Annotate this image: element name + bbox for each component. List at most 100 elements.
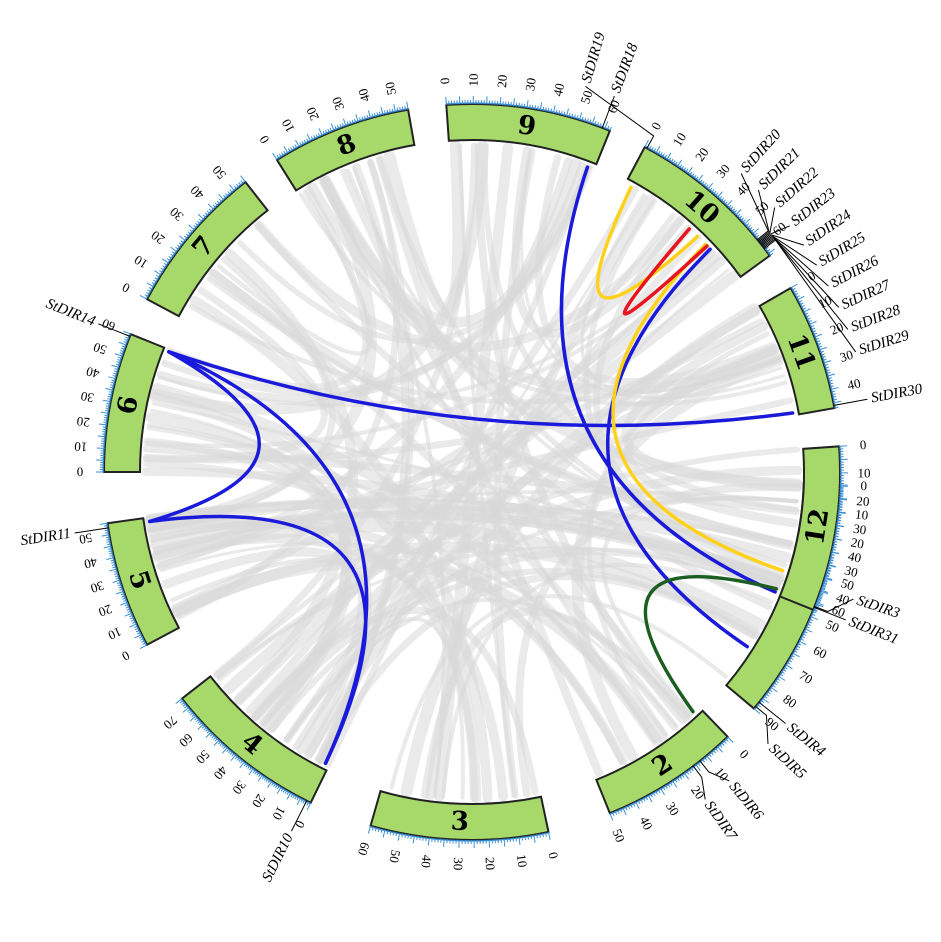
gene-leader-line (761, 235, 817, 266)
tick-mark (769, 252, 774, 257)
tick-label: 40 (355, 87, 373, 104)
tick-label: 10 (857, 465, 870, 480)
tick-label: 40 (85, 364, 101, 382)
chromosome-ticks: 0 10 20 30 40 50 (78, 522, 148, 664)
tick-label: 30 (329, 95, 348, 112)
gene-leader-line (762, 237, 840, 308)
tick-label: 20 (850, 535, 866, 552)
tick-label: 40 (637, 814, 656, 832)
background-link (298, 192, 788, 407)
synteny-link (622, 227, 709, 316)
chromosome-box (778, 445, 841, 612)
tick-label: 60 (811, 642, 829, 661)
background-link (623, 345, 799, 528)
tick-label: 80 (780, 691, 799, 711)
background-link (216, 189, 374, 356)
gene-label: StDIR6 (726, 779, 767, 824)
tick-label: 90 (762, 714, 782, 734)
background-link (457, 144, 517, 798)
tick-label: 30 (713, 161, 733, 181)
background-link (600, 496, 799, 716)
tick-label: 50 (577, 89, 595, 106)
tick-label: 0 (119, 280, 132, 296)
tick-mark (175, 698, 183, 704)
tick-baseline (180, 698, 311, 805)
chromosome-box (758, 286, 836, 416)
synteny-link (595, 185, 700, 300)
chromosome-box (106, 517, 181, 647)
tick-label: 20 (148, 228, 167, 248)
tick-label: 20 (828, 319, 846, 338)
tick-baseline (370, 826, 549, 842)
synteny-link (167, 350, 795, 428)
tick-label: 0 (119, 648, 132, 664)
tick-baseline (791, 287, 836, 409)
tick-label: 50 (824, 616, 842, 635)
tick-label: 30 (838, 347, 855, 365)
tick-mark (445, 96, 447, 105)
chromosome-label: 9 (515, 110, 538, 142)
tick-label: 20 (97, 601, 114, 620)
tick-label: 50 (91, 340, 108, 358)
gene-leader-line (833, 398, 868, 406)
background-link (156, 161, 587, 403)
gene-leader-line (760, 234, 804, 246)
chromosome-box (445, 103, 612, 166)
gene-leader-line (814, 598, 854, 613)
tick-label: 20 (76, 414, 91, 431)
gene-leader-line (757, 189, 770, 242)
chromosome-box (180, 674, 328, 805)
tick-label: 50 (839, 575, 856, 593)
gene-label: StDIR18 (608, 41, 641, 95)
tick-label: 50 (78, 530, 93, 547)
chromosome-label: 12 (800, 507, 835, 547)
tick-mark (240, 175, 246, 183)
gene-leader-line (761, 236, 829, 287)
tick-label: 70 (161, 713, 181, 733)
background-link (159, 541, 678, 728)
tick-label: 50 (386, 849, 403, 865)
background-link (400, 303, 761, 798)
synteny-link (643, 574, 779, 714)
tick-label: 50 (193, 747, 213, 767)
tick-baseline (446, 102, 611, 131)
tick-label: 40 (733, 179, 753, 199)
tick-mark (609, 813, 614, 821)
tick-label: 0 (256, 133, 272, 146)
gene-leader-line (699, 760, 730, 782)
tick-label: 10 (131, 252, 150, 272)
tick-label: 40 (834, 590, 851, 608)
background-link (147, 517, 628, 766)
background-link (147, 422, 658, 744)
tick-mark (139, 644, 148, 649)
tick-baseline (145, 180, 246, 300)
tick-label: 30 (79, 389, 95, 406)
tick-mark (753, 708, 761, 715)
tick-label: 50 (382, 81, 399, 97)
tick-label: 30 (522, 77, 539, 92)
gene-leader-line (764, 239, 857, 353)
gene-leader-line (758, 207, 776, 243)
tick-baseline (276, 108, 409, 160)
background-link (214, 250, 716, 677)
background-link (440, 562, 774, 799)
gene-leader-line (290, 800, 308, 832)
gene-label: StDIR30 (870, 381, 924, 406)
tick-label: 10 (670, 130, 690, 149)
tick-mark (813, 609, 818, 612)
tick-baseline (813, 446, 842, 611)
tick-label: 0 (437, 77, 452, 85)
gene-leader-line (74, 527, 109, 534)
gene-leader-line (601, 95, 615, 129)
gene-label: StDIR7 (701, 798, 741, 844)
tick-label: 40 (187, 183, 207, 203)
background-link (474, 142, 687, 725)
gene-leader-line (763, 238, 849, 330)
background-link (434, 142, 514, 802)
tick-label: 60 (355, 840, 373, 857)
background-link (155, 156, 573, 571)
chromosome-box (369, 789, 550, 841)
